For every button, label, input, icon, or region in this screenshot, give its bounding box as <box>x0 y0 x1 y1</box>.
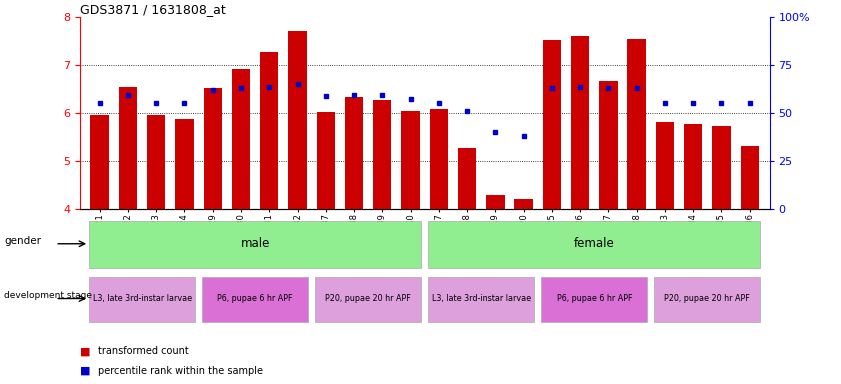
Bar <box>428 222 760 268</box>
Bar <box>202 277 308 322</box>
Text: ■: ■ <box>80 366 90 376</box>
Bar <box>428 277 534 322</box>
Bar <box>458 148 476 209</box>
Bar <box>486 195 505 209</box>
Bar <box>345 98 363 209</box>
Text: percentile rank within the sample: percentile rank within the sample <box>98 366 263 376</box>
Bar <box>430 109 448 209</box>
Bar <box>712 126 731 209</box>
Text: P6, pupae 6 hr APF: P6, pupae 6 hr APF <box>217 294 293 303</box>
Bar <box>315 277 421 322</box>
Text: GDS3871 / 1631808_at: GDS3871 / 1631808_at <box>80 3 225 16</box>
Bar <box>175 119 193 209</box>
Bar <box>627 40 646 209</box>
Text: L3, late 3rd-instar larvae: L3, late 3rd-instar larvae <box>93 294 192 303</box>
Bar <box>288 31 307 209</box>
Bar <box>373 100 392 209</box>
Bar <box>232 69 250 209</box>
Bar <box>147 115 166 209</box>
Text: gender: gender <box>4 236 41 246</box>
Text: female: female <box>574 237 615 250</box>
Bar <box>515 199 533 209</box>
Text: P20, pupae 20 hr APF: P20, pupae 20 hr APF <box>664 294 750 303</box>
Bar <box>656 122 674 209</box>
Bar <box>204 88 222 209</box>
Bar <box>316 113 335 209</box>
Text: male: male <box>241 237 270 250</box>
Bar <box>600 81 617 209</box>
Bar <box>260 52 278 209</box>
Text: transformed count: transformed count <box>98 346 189 356</box>
Bar <box>119 87 137 209</box>
Bar <box>401 111 420 209</box>
Bar <box>654 277 760 322</box>
Bar <box>91 115 108 209</box>
Bar <box>571 36 590 209</box>
Text: P6, pupae 6 hr APF: P6, pupae 6 hr APF <box>557 294 632 303</box>
Text: P20, pupae 20 hr APF: P20, pupae 20 hr APF <box>325 294 411 303</box>
Bar <box>684 124 702 209</box>
Bar <box>89 277 195 322</box>
Text: development stage: development stage <box>4 291 93 300</box>
Text: L3, late 3rd-instar larvae: L3, late 3rd-instar larvae <box>431 294 531 303</box>
Bar <box>741 146 759 209</box>
Bar <box>542 40 561 209</box>
Bar <box>542 277 648 322</box>
Text: ■: ■ <box>80 346 90 356</box>
Bar <box>89 222 421 268</box>
